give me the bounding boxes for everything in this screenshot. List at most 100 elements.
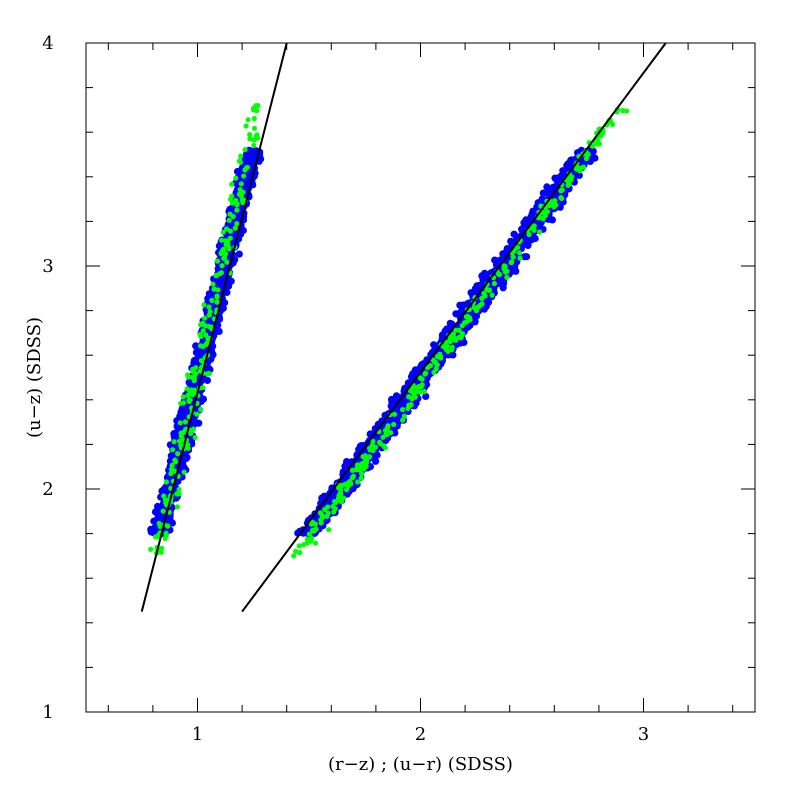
data-point [480,305,488,313]
data-point [367,454,373,460]
data-point [502,263,508,269]
data-point [168,466,175,472]
data-point [556,203,564,211]
data-point [331,509,337,515]
data-point [537,229,543,235]
data-point [406,394,412,400]
data-point [514,244,521,251]
data-point [224,226,230,232]
data-point [293,548,299,555]
data-point [214,293,220,299]
data-point [473,308,479,314]
data-point [320,514,326,520]
data-point [309,535,315,541]
data-point [195,419,203,427]
data-point [234,221,240,227]
data-point [385,429,391,435]
data-point [176,438,183,444]
data-point [162,535,168,542]
data-point [241,173,247,179]
data-point [214,258,221,264]
data-point [229,181,235,187]
x-tick-label: 2 [415,724,426,745]
data-point [213,272,220,278]
data-point [447,337,453,343]
data-point [219,263,225,269]
data-point [251,137,257,143]
data-point [178,430,184,436]
data-point [238,153,244,159]
data-point [526,231,532,238]
data-point [159,545,165,551]
data-point [380,434,386,440]
data-point [335,495,342,501]
data-point [229,200,235,206]
data-point [209,297,215,303]
data-point [291,553,297,559]
data-point [157,523,163,530]
data-point [184,386,190,392]
data-point [358,475,364,481]
data-point [484,286,490,293]
data-point [376,439,383,445]
x-tick-label: 3 [638,724,649,745]
data-point [600,130,606,136]
data-point [188,430,194,436]
data-point [608,119,614,125]
data-point [198,358,204,364]
data-point [254,132,260,138]
data-point [583,155,590,162]
data-point [620,108,626,114]
data-point [448,320,456,328]
data-point [481,269,489,277]
data-point [152,534,159,540]
data-point [401,413,407,419]
data-point [539,189,547,197]
data-point [147,525,155,534]
data-point [229,193,235,199]
data-point [251,105,257,111]
data-point [220,229,226,235]
data-point [180,394,186,400]
data-point [391,411,398,417]
data-point [250,150,258,158]
data-point [227,211,233,217]
data-point [178,400,184,406]
data-point [326,527,332,533]
data-point [589,147,597,155]
data-point [551,174,559,182]
data-point [491,280,497,287]
data-point [318,520,324,526]
data-point [193,371,199,377]
data-point [336,485,342,491]
data-point [187,397,193,403]
y-axis-label: (u−z) (SDSS) [24,317,45,438]
y-tick-labels: 1 2 3 4 [42,33,53,723]
data-point [190,426,197,432]
data-point [227,228,233,234]
data-point [349,467,356,473]
data-point [148,546,154,552]
data-point [251,142,257,148]
fit-line-1 [140,42,288,612]
data-point [408,388,414,394]
data-point [175,451,181,457]
data-point [438,355,444,361]
data-point [330,503,336,510]
data-point [416,384,422,390]
x-tick-label: 1 [192,724,203,745]
data-point [194,411,200,417]
data-point [296,543,302,549]
fit-line-2 [241,42,667,613]
data-point [350,473,356,479]
data-point [541,210,547,216]
data-point [226,217,232,223]
data-point [432,359,438,366]
data-point [234,202,240,208]
data-point [414,389,420,395]
x-tick-labels: 1 2 3 [192,724,649,745]
data-point [224,259,230,265]
data-point [449,347,455,353]
data-point [522,253,531,261]
